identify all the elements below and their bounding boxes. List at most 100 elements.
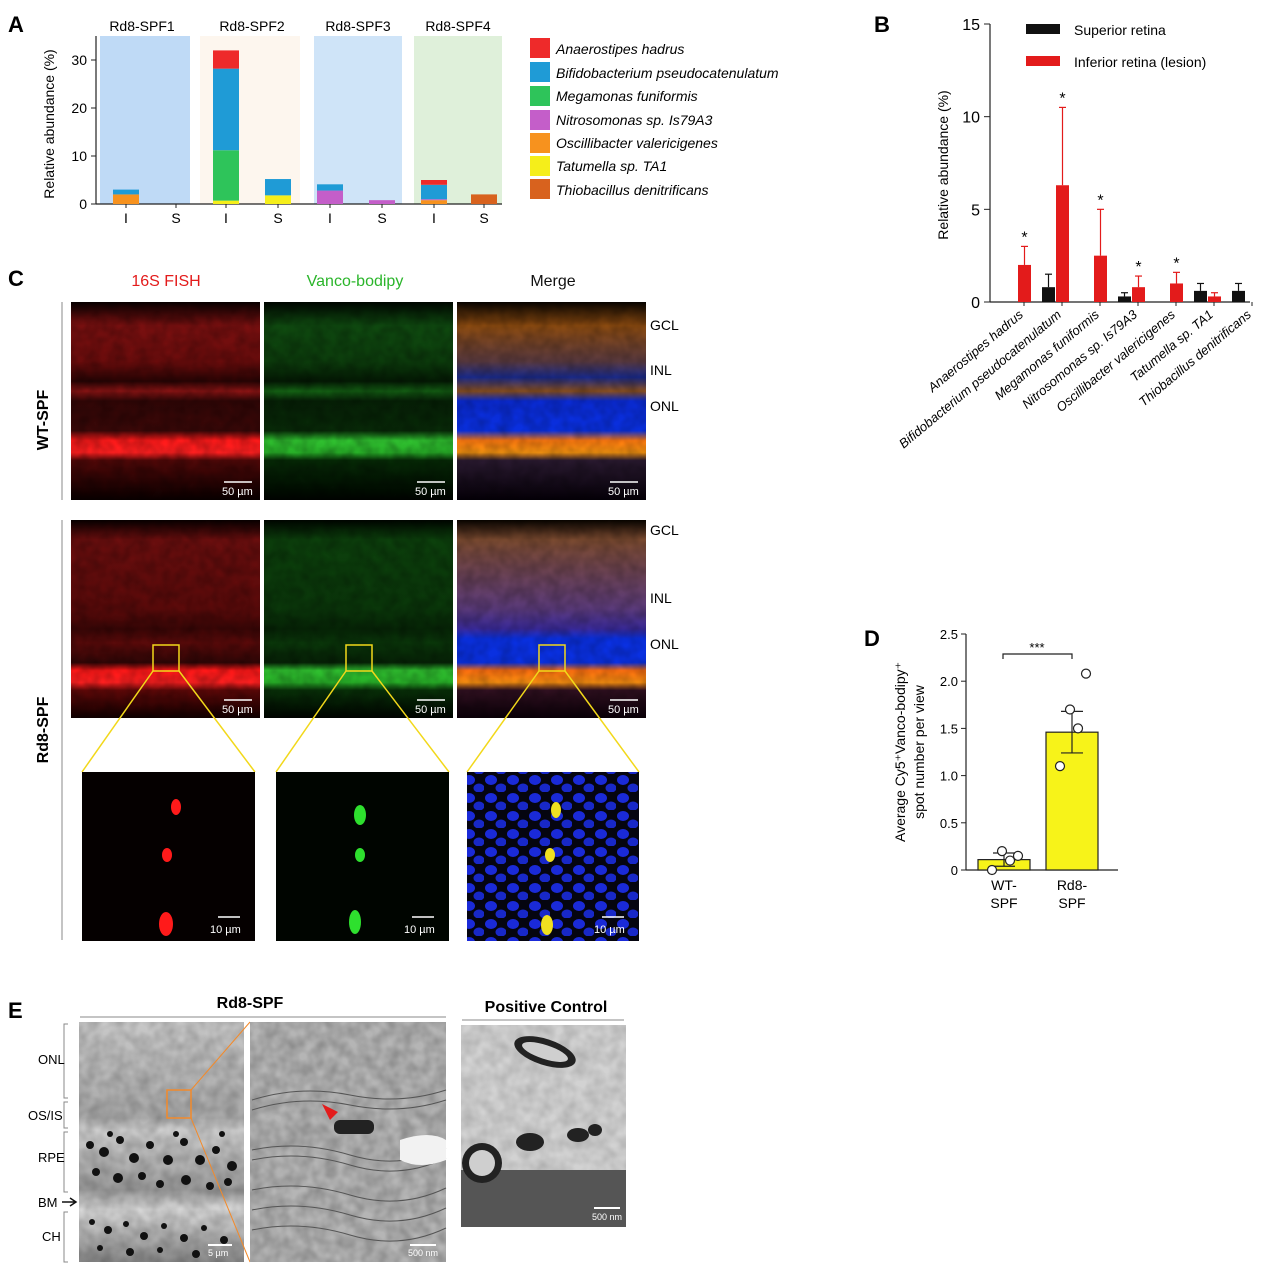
d-point-1-1 (1072, 723, 1084, 734)
a-bar-0-seg-5 (113, 189, 139, 195)
d-y-tick-label-3: 1.5 (940, 721, 958, 736)
a-x-label-0: I (124, 210, 128, 226)
d-x-label-rd8-1: Rd8- (1057, 877, 1088, 893)
scale-wt-fish: 50 µm (222, 486, 253, 498)
a-y-ticks: 0 10 20 30 (71, 52, 96, 212)
a-bar-6-seg-6 (421, 180, 447, 185)
a-x-label-3: S (273, 210, 282, 226)
em-scale-500nm-b: 500 nm (592, 1212, 622, 1222)
a-bar-2-seg-5 (213, 68, 239, 151)
wt-merge-texture (457, 302, 646, 500)
em-overview-texture (79, 1022, 244, 1262)
scale-rd8-merge: 50 µm (608, 704, 639, 716)
e-layer-onl: ONL (38, 1052, 65, 1067)
zoom-vanco-spots (349, 805, 366, 934)
a-legend: Anaerostipes hadrus Bifidobacterium pseu… (530, 38, 779, 199)
b-legend-label-1: Superior retina (1074, 22, 1166, 38)
legend-swatch-5 (530, 133, 550, 153)
em-zoom-membranes (251, 1089, 447, 1242)
d-y-label-1: Average Cy5⁺Vanco-bodipy⁺ (892, 662, 908, 842)
b-y-tick-label-15: 15 (962, 17, 980, 34)
scale-rd8-vanco: 50 µm (415, 704, 446, 716)
row-label-rd8: Rd8-SPF (35, 696, 52, 763)
legend-label-2: Bifidobacterium pseudocatenulatum (556, 65, 779, 81)
rd8-fish-texture (71, 520, 260, 718)
b-bar-4-1 (1170, 283, 1183, 302)
e-layer-osis: OS/IS (28, 1108, 63, 1123)
b-y-label: Relative abundance (%) (935, 90, 951, 239)
legend-swatch-2 (530, 62, 550, 82)
d-y-tick-label-0: 0 (951, 863, 958, 878)
a-bars (113, 50, 497, 204)
a-bar-4-seg-5 (317, 184, 343, 191)
legend-swatch-1 (530, 38, 550, 58)
a-bar-6-seg-5 (421, 184, 447, 200)
d-x-label-rd8-2: SPF (1058, 895, 1085, 911)
d-point-1-3 (1080, 668, 1092, 679)
wt-vanco-texture (264, 302, 453, 500)
legend-label-4: Nitrosomonas sp. Is79A3 (556, 112, 713, 128)
a-x-label-7: S (479, 210, 488, 226)
b-sig-1: * (1059, 90, 1065, 107)
panel-c: C 16S FISH Vanco-bodipy Merge WT-SPF Rd8… (8, 266, 679, 941)
wt-layer-onl: ONL (650, 398, 679, 414)
b-legend-label-2: Inferior retina (lesion) (1074, 54, 1206, 70)
d-point-0-2 (996, 846, 1008, 857)
rd8-layer-gcl: GCL (650, 522, 679, 538)
b-y-ticks: 0 5 10 15 (962, 17, 990, 312)
wt-layer-gcl: GCL (650, 317, 679, 333)
b-y-tick-label-0: 0 (971, 295, 980, 312)
b-bar-5-1 (1208, 296, 1221, 302)
panel-e-label: E (8, 998, 23, 1023)
b-bar-6-0 (1232, 290, 1245, 302)
b-sig-0: * (1021, 229, 1027, 246)
em-scale-500nm-a: 500 nm (408, 1248, 438, 1258)
b-sig-2: * (1097, 192, 1103, 209)
d-sig-bracket (1002, 653, 1073, 659)
b-bar-3-0 (1118, 296, 1131, 302)
bracket-ch (63, 1211, 68, 1263)
em-positive-bacteria (462, 1036, 602, 1183)
b-bars: * * * * * (1018, 90, 1245, 302)
bm-arrow-icon (62, 1197, 78, 1207)
rd8-layer-inl: INL (650, 590, 672, 606)
em-zoom-line-top (190, 1021, 251, 1091)
legend-label-6: Tatumella sp. TA1 (556, 158, 667, 174)
bracket-osis (63, 1101, 68, 1129)
a-bar-2-seg-2 (213, 200, 239, 204)
zoom-merge-spots (541, 802, 561, 935)
red-arrowhead-icon (322, 1104, 338, 1120)
b-bar-0-1 (1018, 264, 1031, 302)
scale-zoom-merge: 10 µm (594, 924, 625, 936)
scale-wt-merge: 50 µm (608, 486, 639, 498)
d-bars (977, 668, 1099, 876)
d-y-tick-label-4: 2.0 (940, 674, 958, 689)
bracket-rpe (63, 1131, 68, 1193)
d-point-1-0 (1054, 761, 1066, 772)
panel-e: E Rd8-SPF Positive Control ONL OS/IS RPE… (8, 995, 626, 1263)
group-label-3: Rd8-SPF3 (325, 18, 391, 34)
a-bar-6-seg-1 (421, 200, 447, 204)
b-bar-5-0 (1194, 290, 1207, 302)
em-zoom-line-bottom (190, 1117, 251, 1263)
a-x-label-6: I (432, 210, 436, 226)
em-bacterium (334, 1120, 374, 1134)
em-zoom-box (166, 1089, 192, 1119)
legend-label-1: Anaerostipes hadrus (555, 41, 684, 57)
a-bar-2-seg-4 (213, 150, 239, 201)
e-layer-bm: BM (38, 1195, 58, 1210)
zoom-fish-spots (159, 799, 181, 936)
a-y-tick-label-10: 10 (71, 148, 87, 164)
wt-layer-inl: INL (650, 362, 672, 378)
group-bg-3 (314, 36, 402, 204)
b-bar-1-1 (1056, 185, 1069, 302)
rd8-layer-onl: ONL (650, 636, 679, 652)
d-x-label-wt-2: SPF (990, 895, 1017, 911)
a-bar-7-seg-0 (471, 194, 497, 204)
a-y-label: Relative abundance (%) (41, 49, 57, 198)
b-bar-1-0 (1042, 287, 1055, 302)
em-vacuole (400, 1135, 446, 1165)
d-y-tick-label-1: 0.5 (940, 816, 958, 831)
